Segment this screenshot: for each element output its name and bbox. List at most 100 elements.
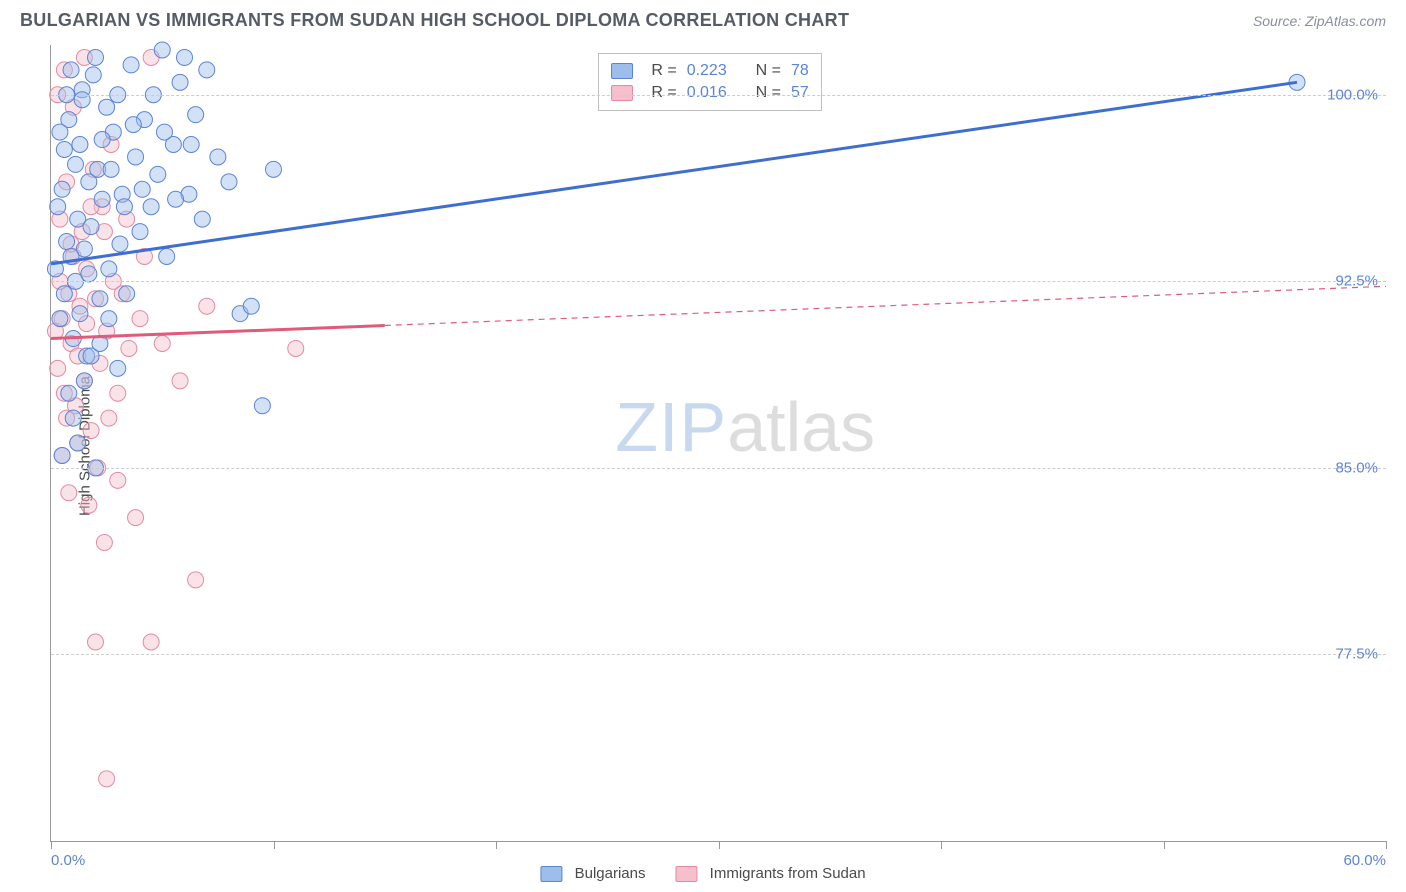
scatter-point-sudan bbox=[154, 336, 170, 352]
gridline-h bbox=[51, 654, 1386, 655]
scatter-point-bulgarians bbox=[83, 219, 99, 235]
ytick-label: 100.0% bbox=[1327, 86, 1378, 103]
chart-plot-area: ZIPatlas R = 0.223 N = 78 R = 0.016 N = … bbox=[50, 45, 1386, 842]
r-value-sudan: 0.016 bbox=[687, 84, 727, 102]
xtick bbox=[1164, 841, 1165, 849]
scatter-point-bulgarians bbox=[76, 373, 92, 389]
scatter-point-bulgarians bbox=[99, 99, 115, 115]
scatter-point-sudan bbox=[121, 340, 137, 356]
r-prefix: R = bbox=[651, 62, 676, 80]
scatter-point-bulgarians bbox=[94, 132, 110, 148]
scatter-point-bulgarians bbox=[54, 447, 70, 463]
scatter-point-sudan bbox=[96, 535, 112, 551]
scatter-point-sudan bbox=[288, 340, 304, 356]
scatter-point-bulgarians bbox=[154, 42, 170, 58]
scatter-point-bulgarians bbox=[59, 234, 75, 250]
scatter-point-bulgarians bbox=[92, 291, 108, 307]
n-prefix: N = bbox=[756, 84, 781, 102]
scatter-point-bulgarians bbox=[194, 211, 210, 227]
scatter-point-sudan bbox=[88, 634, 104, 650]
stat-row-sudan: R = 0.016 N = 57 bbox=[611, 82, 808, 104]
scatter-point-bulgarians bbox=[172, 74, 188, 90]
scatter-point-bulgarians bbox=[54, 181, 70, 197]
scatter-point-bulgarians bbox=[56, 141, 72, 157]
scatter-point-bulgarians bbox=[143, 199, 159, 215]
ytick-label: 92.5% bbox=[1335, 273, 1378, 290]
n-prefix: N = bbox=[756, 62, 781, 80]
scatter-point-bulgarians bbox=[52, 311, 68, 327]
scatter-point-sudan bbox=[110, 472, 126, 488]
scatter-point-bulgarians bbox=[67, 156, 83, 172]
scatter-point-sudan bbox=[188, 572, 204, 588]
scatter-point-bulgarians bbox=[56, 286, 72, 302]
scatter-point-bulgarians bbox=[50, 199, 66, 215]
scatter-point-bulgarians bbox=[94, 191, 110, 207]
scatter-point-sudan bbox=[83, 423, 99, 439]
bottom-legend: Bulgarians Immigrants from Sudan bbox=[540, 865, 865, 882]
gridline-h bbox=[51, 281, 1386, 282]
scatter-point-bulgarians bbox=[134, 181, 150, 197]
plot-svg bbox=[51, 45, 1386, 841]
chart-title: BULGARIAN VS IMMIGRANTS FROM SUDAN HIGH … bbox=[20, 10, 849, 31]
scatter-point-bulgarians bbox=[183, 137, 199, 153]
ytick-label: 77.5% bbox=[1335, 646, 1378, 663]
chart-header: BULGARIAN VS IMMIGRANTS FROM SUDAN HIGH … bbox=[0, 0, 1406, 36]
scatter-point-bulgarians bbox=[65, 410, 81, 426]
scatter-point-sudan bbox=[199, 298, 215, 314]
source-label: Source: ZipAtlas.com bbox=[1253, 13, 1386, 29]
swatch-sudan bbox=[676, 866, 698, 882]
scatter-point-bulgarians bbox=[132, 224, 148, 240]
scatter-point-sudan bbox=[101, 410, 117, 426]
xtick bbox=[719, 841, 720, 849]
legend-item-sudan: Immigrants from Sudan bbox=[676, 865, 866, 882]
xlim-label-min: 0.0% bbox=[51, 852, 85, 869]
xtick bbox=[274, 841, 275, 849]
legend-label-sudan: Immigrants from Sudan bbox=[710, 865, 866, 882]
xtick bbox=[51, 841, 52, 849]
scatter-point-sudan bbox=[128, 510, 144, 526]
scatter-point-bulgarians bbox=[254, 398, 270, 414]
xtick bbox=[941, 841, 942, 849]
swatch-bulgarians bbox=[540, 866, 562, 882]
scatter-point-sudan bbox=[132, 311, 148, 327]
scatter-point-bulgarians bbox=[103, 161, 119, 177]
scatter-point-bulgarians bbox=[125, 117, 141, 133]
scatter-point-sudan bbox=[110, 385, 126, 401]
scatter-point-bulgarians bbox=[81, 266, 97, 282]
n-value-sudan: 57 bbox=[791, 84, 809, 102]
scatter-point-bulgarians bbox=[63, 62, 79, 78]
scatter-point-bulgarians bbox=[112, 236, 128, 252]
scatter-point-bulgarians bbox=[119, 286, 135, 302]
scatter-point-bulgarians bbox=[243, 298, 259, 314]
scatter-point-bulgarians bbox=[101, 261, 117, 277]
gridline-h bbox=[51, 95, 1386, 96]
r-prefix: R = bbox=[651, 84, 676, 102]
scatter-point-sudan bbox=[81, 497, 97, 513]
scatter-point-bulgarians bbox=[72, 306, 88, 322]
scatter-point-bulgarians bbox=[116, 199, 132, 215]
scatter-point-bulgarians bbox=[128, 149, 144, 165]
scatter-point-bulgarians bbox=[72, 137, 88, 153]
xtick bbox=[496, 841, 497, 849]
gridline-h bbox=[51, 468, 1386, 469]
legend-item-bulgarians: Bulgarians bbox=[540, 865, 645, 882]
scatter-point-bulgarians bbox=[52, 124, 68, 140]
scatter-point-bulgarians bbox=[110, 360, 126, 376]
r-value-bulgarians: 0.223 bbox=[687, 62, 727, 80]
scatter-point-bulgarians bbox=[70, 435, 86, 451]
scatter-point-bulgarians bbox=[210, 149, 226, 165]
scatter-point-sudan bbox=[61, 485, 77, 501]
scatter-point-bulgarians bbox=[61, 385, 77, 401]
xtick bbox=[1386, 841, 1387, 849]
scatter-point-bulgarians bbox=[88, 49, 104, 65]
swatch-sudan bbox=[611, 85, 633, 101]
n-value-bulgarians: 78 bbox=[791, 62, 809, 80]
xlim-label-max: 60.0% bbox=[1343, 852, 1386, 869]
scatter-point-bulgarians bbox=[266, 161, 282, 177]
scatter-point-bulgarians bbox=[168, 191, 184, 207]
scatter-point-bulgarians bbox=[101, 311, 117, 327]
trend-line-dash-sudan bbox=[385, 286, 1386, 325]
scatter-point-bulgarians bbox=[156, 124, 172, 140]
scatter-point-bulgarians bbox=[159, 248, 175, 264]
scatter-point-sudan bbox=[143, 634, 159, 650]
